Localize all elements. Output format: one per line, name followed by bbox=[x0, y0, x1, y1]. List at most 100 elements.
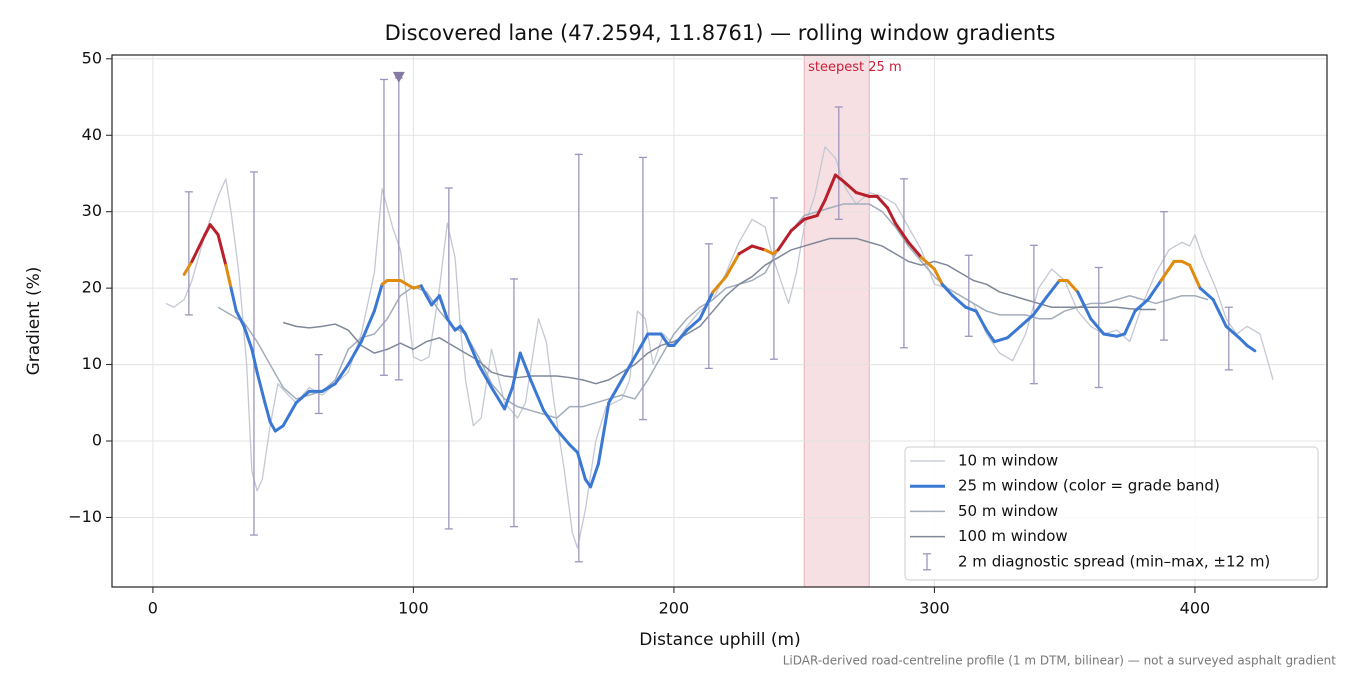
line-segment bbox=[985, 328, 996, 344]
line-segment bbox=[242, 324, 254, 351]
line-segment bbox=[255, 370, 267, 405]
line-segment bbox=[789, 217, 806, 233]
line-segment bbox=[1159, 259, 1176, 282]
line-segment bbox=[229, 286, 238, 313]
line-segment bbox=[437, 294, 449, 321]
chart-title: Discovered lane (47.2594, 11.8761) — rol… bbox=[385, 21, 1056, 45]
line-segment bbox=[1044, 278, 1061, 299]
line-segment bbox=[919, 256, 936, 271]
line-segment bbox=[1188, 263, 1202, 290]
line-segment bbox=[333, 363, 350, 386]
line-segment bbox=[940, 282, 955, 298]
line-segment bbox=[208, 223, 220, 237]
x-tick-label: 0 bbox=[148, 599, 158, 618]
y-tick-label: 40 bbox=[82, 125, 102, 144]
plot-front: steepest 25 m 0 100 200 300 400 −10 0 10 20 30 40 50… bbox=[68, 48, 1319, 618]
line-segment bbox=[445, 317, 457, 332]
line bbox=[282, 237, 1156, 385]
line-segment bbox=[1237, 336, 1249, 347]
line-segment bbox=[659, 332, 671, 347]
line-segment bbox=[234, 309, 246, 328]
line-segment bbox=[576, 450, 587, 481]
plot-marks bbox=[165, 71, 1274, 563]
line-segment bbox=[477, 363, 494, 389]
line-segment bbox=[951, 294, 968, 309]
line-segment bbox=[346, 340, 363, 367]
line-segment bbox=[1065, 278, 1080, 294]
y-tick-label: 30 bbox=[82, 201, 102, 220]
line-segment bbox=[815, 198, 827, 218]
line-segment bbox=[224, 263, 233, 290]
line-segment bbox=[1018, 313, 1035, 328]
y-tick-label: 50 bbox=[82, 48, 102, 67]
line-segment bbox=[1133, 298, 1150, 313]
line-segment bbox=[568, 443, 580, 454]
line-segment bbox=[737, 244, 754, 256]
line-segment bbox=[268, 420, 277, 433]
line-segment bbox=[964, 305, 978, 313]
line-segment bbox=[542, 408, 559, 432]
line-segment bbox=[974, 309, 989, 332]
line-segment bbox=[263, 401, 272, 424]
line-segment bbox=[1089, 317, 1106, 336]
line-segment bbox=[216, 233, 228, 267]
y-tick-label: 10 bbox=[82, 354, 102, 373]
line-segment bbox=[596, 401, 611, 466]
line bbox=[217, 203, 1209, 419]
legend-label: 2 m diagnostic spread (min–max, ±12 m) bbox=[958, 552, 1270, 570]
line-segment bbox=[633, 332, 650, 359]
line-segment bbox=[1198, 286, 1215, 302]
y-axis-label: Gradient (%) bbox=[24, 267, 44, 376]
line-segment bbox=[419, 284, 428, 298]
line-segment bbox=[503, 386, 514, 411]
line-segment bbox=[711, 275, 728, 294]
line-segment bbox=[841, 179, 858, 195]
line-segment bbox=[359, 309, 376, 344]
x-tick-label: 100 bbox=[398, 599, 429, 618]
x-axis-label: Distance uphill (m) bbox=[639, 630, 800, 650]
line-segment bbox=[182, 259, 194, 276]
line-segment bbox=[620, 355, 637, 382]
line-segment bbox=[854, 191, 871, 198]
line-segment bbox=[294, 389, 311, 405]
line-segment bbox=[555, 428, 572, 447]
y-tick-label: −10 bbox=[68, 507, 102, 526]
legend-label: 100 m window bbox=[958, 527, 1068, 545]
plot-frame bbox=[111, 54, 1328, 588]
y-tick-label: 0 bbox=[92, 431, 102, 450]
line-segment bbox=[1123, 309, 1137, 336]
line-segment bbox=[510, 351, 522, 389]
line-segment bbox=[833, 173, 845, 183]
line-segment bbox=[529, 378, 546, 412]
line-segment bbox=[992, 336, 1009, 344]
line-segment bbox=[750, 244, 767, 252]
legend-label: 25 m window (color = grade band) bbox=[958, 477, 1220, 495]
footnote: LiDAR-derived road-centreline profile (1… bbox=[783, 654, 1337, 668]
legend-label: 10 m window bbox=[958, 452, 1058, 470]
line-segment bbox=[607, 378, 624, 405]
line-segment bbox=[464, 332, 481, 367]
line-segment bbox=[1102, 332, 1119, 338]
line-segment bbox=[823, 173, 837, 202]
line-segment bbox=[190, 233, 207, 263]
y-tick-label: 20 bbox=[82, 278, 102, 297]
line-segment bbox=[906, 240, 923, 260]
line-segment bbox=[802, 214, 819, 221]
line-segment bbox=[490, 386, 507, 411]
line-segment bbox=[1146, 278, 1163, 302]
line-segment bbox=[893, 221, 910, 244]
line-segment bbox=[458, 324, 468, 336]
line-segment bbox=[1031, 295, 1048, 317]
peak-marker bbox=[392, 71, 405, 83]
legend-label: 50 m window bbox=[958, 502, 1058, 520]
line-segment bbox=[398, 278, 415, 290]
line-segment bbox=[250, 347, 259, 374]
line-segment bbox=[203, 223, 212, 237]
line-segment bbox=[685, 317, 702, 332]
highlight-span bbox=[803, 54, 870, 588]
line-segment bbox=[1005, 324, 1022, 340]
line-segment bbox=[320, 382, 337, 393]
line-segment bbox=[776, 229, 793, 252]
x-tick-label: 300 bbox=[919, 599, 950, 618]
